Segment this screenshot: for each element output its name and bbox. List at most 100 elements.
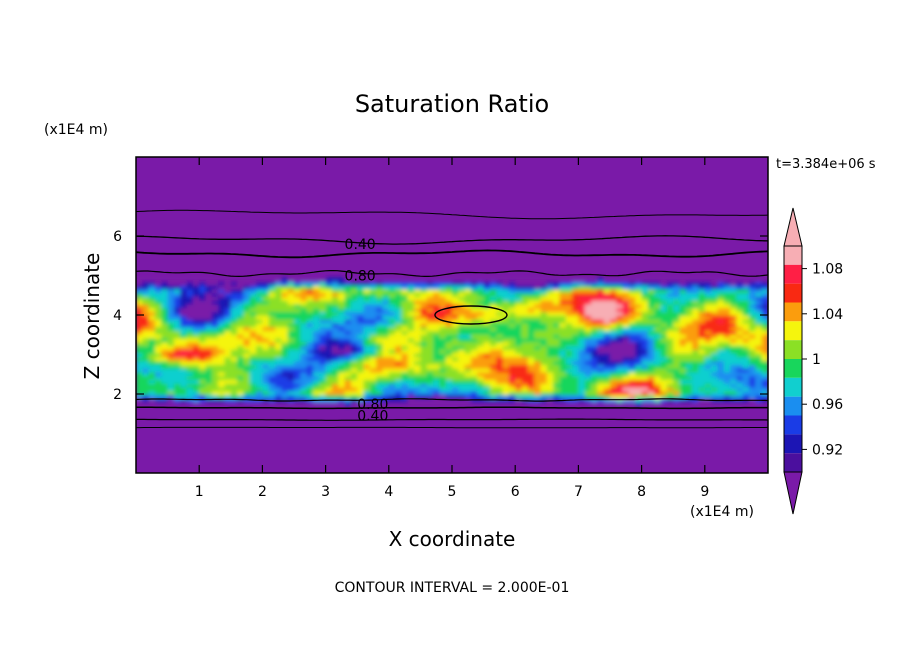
field-cell bbox=[237, 383, 245, 388]
field-cell bbox=[578, 345, 586, 350]
field-cell bbox=[136, 288, 143, 294]
field-cell bbox=[647, 288, 655, 294]
field-cell bbox=[439, 368, 447, 373]
field-cell bbox=[300, 383, 308, 388]
field-cell bbox=[654, 330, 662, 335]
field-cell bbox=[654, 288, 662, 294]
field-cell bbox=[559, 383, 567, 388]
field-cell bbox=[439, 386, 447, 392]
field-cell bbox=[546, 375, 554, 381]
field-cell bbox=[167, 368, 175, 373]
field-cell bbox=[464, 375, 472, 381]
field-cell bbox=[192, 360, 200, 365]
field-cell bbox=[470, 330, 478, 335]
field-cell bbox=[654, 319, 662, 324]
field-cell bbox=[331, 307, 339, 313]
field-cell bbox=[717, 379, 725, 384]
field-cell bbox=[584, 277, 592, 282]
field-cell bbox=[508, 352, 516, 358]
field-cell bbox=[199, 379, 207, 384]
field-cell bbox=[704, 330, 712, 335]
field-cell bbox=[534, 334, 542, 339]
field-cell bbox=[211, 285, 219, 290]
field-cell bbox=[591, 398, 598, 403]
field-cell bbox=[148, 394, 156, 399]
field-cell bbox=[755, 285, 763, 290]
field-cell bbox=[647, 277, 655, 282]
field-cell bbox=[243, 398, 251, 403]
field-cell bbox=[192, 394, 200, 399]
field-cell bbox=[553, 352, 561, 358]
field-cell bbox=[489, 349, 497, 354]
field-cell bbox=[527, 360, 535, 365]
field-cell bbox=[496, 383, 504, 388]
field-cell bbox=[256, 337, 263, 343]
field-cell bbox=[704, 288, 712, 294]
field-cell bbox=[186, 277, 194, 282]
field-cell bbox=[565, 277, 573, 282]
field-cell bbox=[237, 292, 245, 297]
field-cell bbox=[565, 303, 573, 309]
field-cell bbox=[192, 288, 200, 294]
field-cell bbox=[205, 364, 213, 369]
field-cell bbox=[167, 326, 175, 331]
field-cell bbox=[717, 352, 725, 358]
field-cell bbox=[489, 300, 497, 305]
field-cell bbox=[616, 360, 624, 365]
field-cell bbox=[692, 277, 700, 282]
field-cell bbox=[338, 300, 346, 305]
field-cell bbox=[496, 386, 504, 392]
field-cell bbox=[401, 300, 409, 305]
field-cell bbox=[565, 360, 573, 365]
field-cell bbox=[679, 402, 687, 407]
field-cell bbox=[572, 315, 579, 320]
field-cell bbox=[452, 390, 459, 396]
field-cell bbox=[180, 337, 188, 343]
field-cell bbox=[439, 364, 447, 369]
field-cell bbox=[369, 364, 377, 369]
field-cell bbox=[243, 330, 251, 335]
field-cell bbox=[717, 322, 725, 328]
field-cell bbox=[679, 285, 687, 290]
field-cell bbox=[660, 356, 668, 362]
field-cell bbox=[256, 371, 263, 377]
field-cell bbox=[243, 337, 251, 343]
field-cell bbox=[711, 402, 719, 407]
field-cell bbox=[603, 303, 611, 309]
field-cell bbox=[369, 285, 377, 290]
field-cell bbox=[654, 368, 662, 373]
field-cell bbox=[452, 375, 459, 381]
field-cell bbox=[597, 356, 605, 362]
field-cell bbox=[452, 285, 459, 290]
field-cell bbox=[584, 349, 592, 354]
colorbar-swatch bbox=[784, 302, 802, 322]
field-cell bbox=[755, 319, 763, 324]
field-cell bbox=[736, 368, 744, 373]
field-cell bbox=[641, 352, 649, 358]
field-cell bbox=[654, 394, 662, 399]
field-cell bbox=[294, 296, 301, 301]
field-cell bbox=[344, 352, 352, 358]
field-cell bbox=[698, 334, 706, 339]
field-cell bbox=[211, 402, 219, 407]
field-cell bbox=[338, 285, 346, 290]
field-cell bbox=[154, 349, 162, 354]
field-cell bbox=[287, 345, 295, 350]
field-cell bbox=[711, 364, 719, 369]
field-cell bbox=[761, 349, 768, 354]
field-cell bbox=[515, 322, 523, 328]
field-cell bbox=[287, 371, 295, 377]
field-cell bbox=[458, 368, 466, 373]
field-cell bbox=[319, 345, 327, 350]
field-cell bbox=[401, 319, 409, 324]
field-cell bbox=[395, 307, 403, 313]
field-cell bbox=[540, 296, 548, 301]
field-cell bbox=[237, 371, 245, 377]
field-cell bbox=[407, 356, 415, 362]
field-cell bbox=[167, 371, 175, 377]
field-cell bbox=[515, 383, 523, 388]
field-cell bbox=[521, 352, 529, 358]
field-cell bbox=[186, 322, 194, 328]
field-cell bbox=[199, 319, 207, 324]
field-cell bbox=[319, 288, 327, 294]
